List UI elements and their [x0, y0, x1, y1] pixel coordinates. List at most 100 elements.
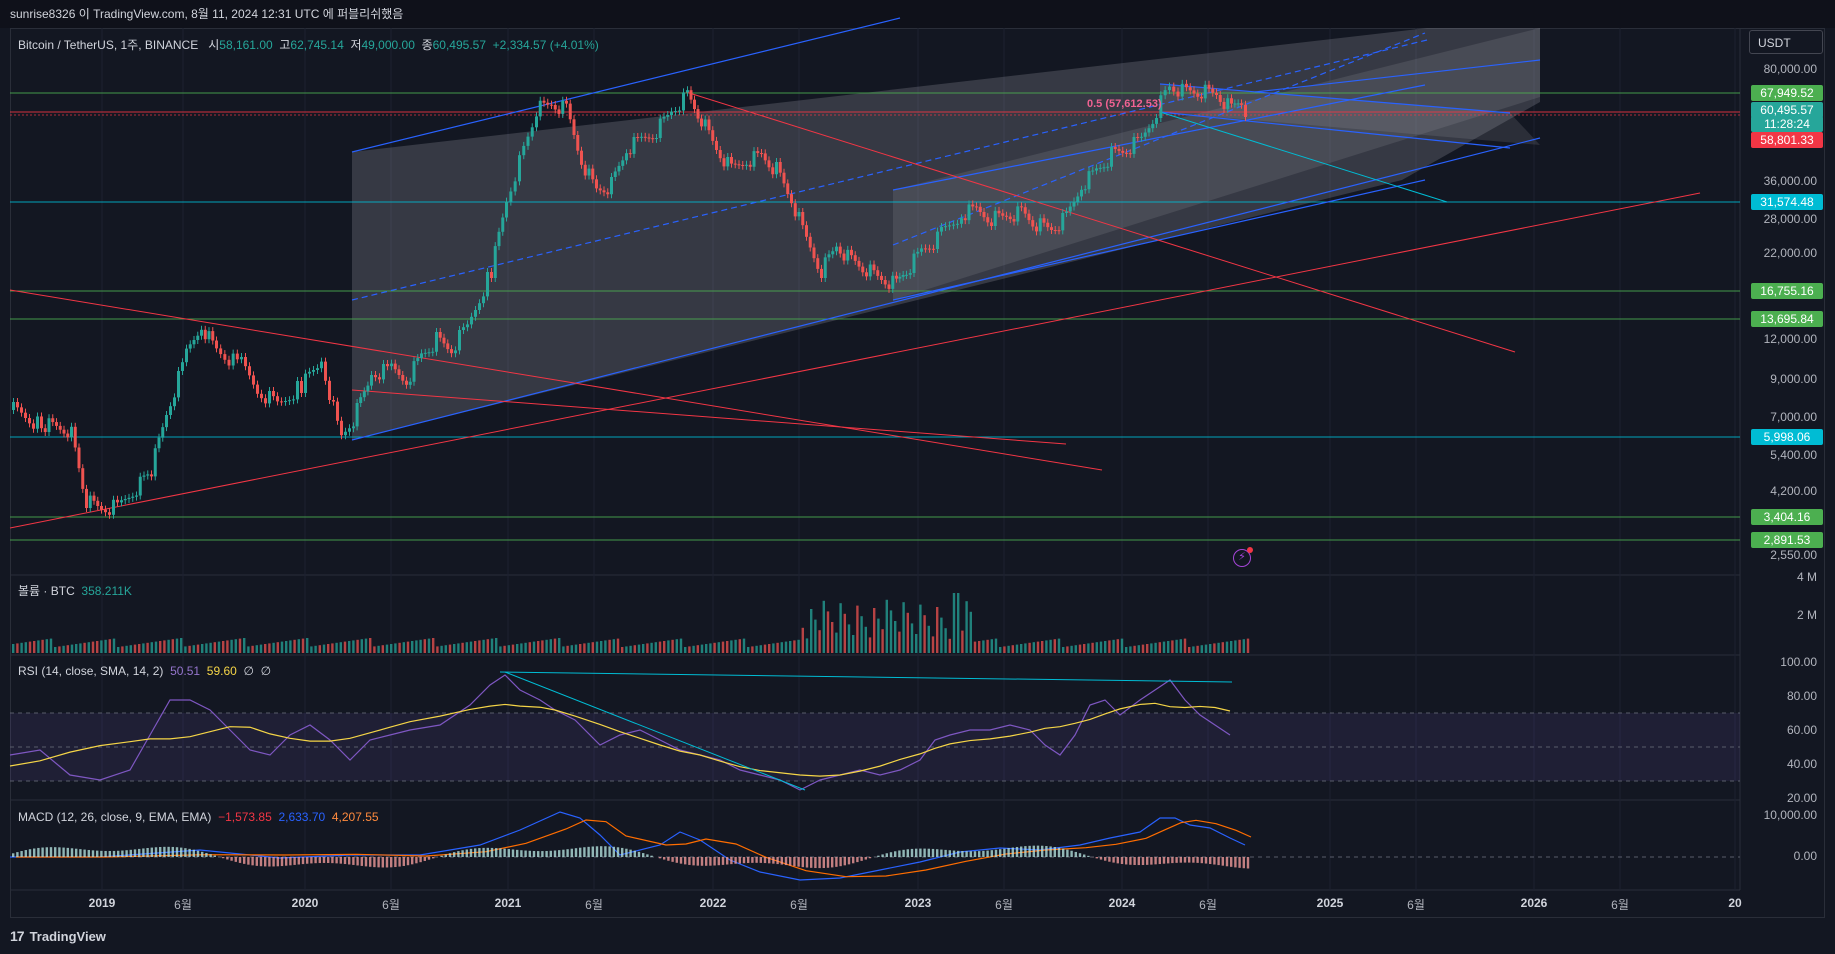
volume-bar — [280, 641, 284, 653]
volume-label[interactable]: 볼륨 · BTC — [18, 584, 75, 598]
volume-bar — [1125, 647, 1128, 653]
price-tick: 5,400.00 — [1770, 448, 1817, 462]
candle-body — [756, 151, 760, 154]
volume-bar — [604, 640, 607, 653]
macd-histogram-bar — [738, 857, 741, 864]
macd-histogram-bar — [322, 857, 326, 863]
volume-bar — [45, 639, 48, 653]
candle-body — [1176, 91, 1180, 97]
volume-bar — [478, 640, 481, 653]
macd-histogram-bar — [1074, 851, 1077, 857]
macd-histogram-bar — [255, 857, 258, 866]
volume-bar — [734, 639, 737, 653]
macd-histogram-bar — [881, 854, 884, 857]
macd-histogram-bar — [175, 847, 179, 857]
volume-bar — [847, 624, 851, 653]
channel-line — [351, 137, 1541, 441]
macd-histogram-bar — [91, 850, 95, 857]
macd-histogram-bar — [1204, 857, 1208, 864]
macd-histogram-bar — [700, 857, 704, 866]
macd-histogram-bar — [789, 857, 792, 866]
candle-body — [1001, 213, 1005, 216]
volume-bar — [142, 643, 145, 653]
macd-histogram-bar — [906, 849, 909, 857]
candle-body — [276, 396, 279, 402]
candle-body — [542, 100, 546, 103]
flash-alert-icon[interactable]: ⚡ — [1233, 547, 1253, 567]
candle-body — [561, 100, 565, 114]
candle-body — [861, 266, 865, 273]
macd-histogram-bar — [310, 857, 313, 864]
volume-bar — [490, 638, 494, 653]
candle-body — [1192, 90, 1196, 94]
candle-body — [332, 400, 335, 402]
macd-histogram-bar — [402, 857, 405, 866]
macd-histogram-bar — [482, 847, 485, 857]
time-axis-tick: 6월 — [1611, 898, 1629, 912]
volume-bar — [1162, 641, 1166, 653]
volume-bar — [327, 644, 330, 653]
candle-body — [636, 137, 640, 138]
channel-line — [351, 17, 901, 153]
volume-bar — [406, 641, 410, 653]
volume-bar — [961, 630, 964, 653]
volume-bar — [688, 646, 691, 653]
volume-bar — [684, 647, 687, 653]
volume-bar — [1024, 643, 1027, 653]
volume-bar — [415, 640, 418, 653]
volume-bar — [742, 638, 746, 653]
volume-bar — [440, 645, 443, 653]
volume-bar — [776, 642, 779, 653]
macd-histogram-bar — [646, 854, 649, 857]
volume-bar — [1015, 644, 1019, 653]
footer-brand[interactable]: 17 TradingView — [10, 928, 106, 944]
candle-body — [715, 140, 718, 150]
volume-bar — [1234, 640, 1237, 653]
candle-body — [745, 164, 748, 166]
macd-histogram-bar — [427, 857, 431, 860]
volume-bar — [713, 642, 716, 653]
volume-bar — [209, 642, 212, 653]
volume-bar — [608, 639, 611, 653]
macd-histogram-bar — [70, 848, 74, 857]
volume-bar — [852, 635, 855, 653]
macd-label[interactable]: MACD (12, 26, close, 9, EMA, EMA) — [18, 810, 212, 824]
candle-body — [583, 164, 587, 176]
candle-body — [77, 447, 81, 469]
time-axis-tick: 6월 — [585, 898, 603, 912]
candle-body — [733, 163, 737, 165]
macd-histogram-bar — [117, 850, 120, 857]
volume-bar — [763, 644, 767, 653]
time-axis-tick: 6월 — [1199, 898, 1217, 912]
macd-histogram-bar — [1133, 857, 1136, 865]
candle-body — [416, 358, 420, 362]
candle-body — [971, 204, 975, 207]
candle-body — [793, 203, 797, 217]
volume-value: 358.211K — [81, 584, 132, 598]
currency-button[interactable]: USDT — [1749, 30, 1823, 54]
candle-body — [689, 90, 693, 100]
volume-bar — [978, 641, 981, 653]
macd-histogram-bar — [125, 850, 128, 857]
rsi-tick: 60.00 — [1786, 723, 1817, 737]
macd-histogram-bar — [490, 847, 494, 857]
macd-value: 2,633.70 — [278, 810, 326, 824]
candle-body — [28, 418, 31, 424]
volume-bar — [793, 640, 796, 653]
volume-bar — [230, 639, 233, 653]
time-axis-tick: 6월 — [1407, 898, 1425, 912]
symbol-name[interactable]: Bitcoin / TetherUS, 1주, BINANCE — [18, 38, 199, 52]
published-header: sunrise8326 이 TradingView.com, 8월 11, 20… — [0, 0, 1835, 28]
macd-histogram-bar — [1221, 857, 1224, 866]
volume-bar — [419, 639, 422, 653]
candle-body — [1005, 215, 1008, 217]
rsi-label[interactable]: RSI (14, close, SMA, 14, 2) — [18, 664, 164, 678]
candle-body — [328, 380, 331, 400]
candle-body — [1215, 92, 1218, 95]
volume-bar — [658, 641, 662, 653]
macd-histogram-bar — [978, 851, 981, 857]
candle-body — [173, 397, 176, 407]
macd-histogram-bar — [133, 849, 137, 857]
macd-histogram-bar — [45, 847, 48, 857]
